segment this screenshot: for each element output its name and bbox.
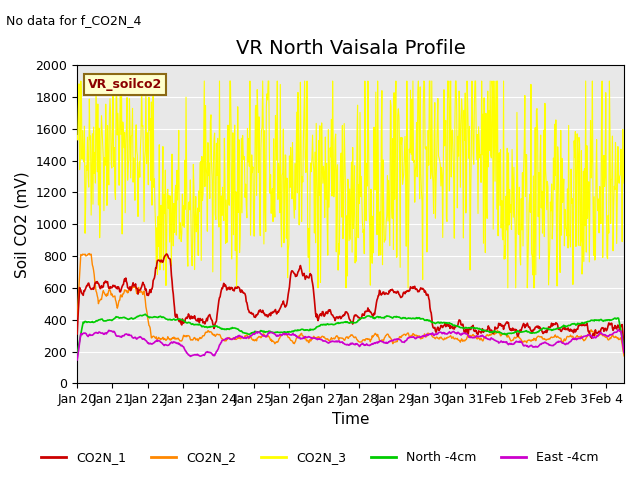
CO2N_3 [486, 78, 494, 84]
Line: East -4cm: East -4cm [77, 330, 624, 360]
East -4cm [620, 349, 628, 355]
CO2N_2 [74, 315, 81, 321]
CO2N_1 [620, 342, 628, 348]
Line: North -4cm: North -4cm [77, 314, 624, 354]
Y-axis label: Soil CO2 (mV): Soil CO2 (mV) [15, 171, 30, 277]
CO2N_3 [77, 78, 84, 84]
East -4cm [485, 336, 493, 342]
North -4cm [463, 325, 471, 331]
Line: CO2N_2: CO2N_2 [77, 253, 624, 356]
X-axis label: Time: Time [332, 412, 369, 427]
CO2N_1 [546, 324, 554, 330]
Text: VR_soilco2: VR_soilco2 [88, 78, 163, 91]
Line: CO2N_1: CO2N_1 [77, 254, 624, 345]
East -4cm [614, 327, 621, 333]
CO2N_1 [486, 325, 493, 331]
East -4cm [463, 331, 470, 337]
CO2N_3 [134, 153, 141, 158]
CO2N_3 [620, 180, 628, 186]
CO2N_2 [463, 335, 471, 340]
North -4cm [141, 312, 149, 317]
CO2N_1 [163, 251, 170, 257]
CO2N_3 [308, 155, 316, 161]
North -4cm [620, 344, 628, 350]
East -4cm [133, 336, 141, 342]
CO2N_2 [486, 332, 493, 337]
CO2N_2 [620, 353, 628, 359]
CO2N_3 [464, 100, 472, 106]
North -4cm [133, 314, 141, 320]
CO2N_1 [307, 272, 315, 278]
East -4cm [216, 342, 223, 348]
CO2N_1 [74, 331, 81, 337]
CO2N_2 [307, 336, 315, 342]
Line: CO2N_3: CO2N_3 [77, 81, 624, 288]
Text: No data for f_CO2N_4: No data for f_CO2N_4 [6, 14, 142, 27]
East -4cm [545, 342, 553, 348]
CO2N_1 [133, 286, 141, 291]
CO2N_2 [216, 332, 224, 338]
CO2N_2 [546, 336, 554, 342]
Title: VR North Vaisala Profile: VR North Vaisala Profile [236, 39, 465, 58]
East -4cm [307, 335, 315, 341]
CO2N_2 [134, 288, 141, 293]
Legend: CO2N_1, CO2N_2, CO2N_3, North -4cm, East -4cm: CO2N_1, CO2N_2, CO2N_3, North -4cm, East… [36, 446, 604, 469]
CO2N_3 [216, 177, 224, 182]
North -4cm [307, 327, 315, 333]
CO2N_1 [216, 294, 224, 300]
CO2N_3 [233, 285, 241, 291]
CO2N_1 [463, 326, 471, 332]
CO2N_2 [86, 251, 93, 256]
North -4cm [74, 351, 81, 357]
North -4cm [486, 329, 493, 335]
North -4cm [216, 325, 224, 331]
East -4cm [74, 357, 81, 363]
North -4cm [546, 327, 554, 333]
CO2N_3 [547, 199, 554, 205]
CO2N_3 [74, 133, 81, 139]
